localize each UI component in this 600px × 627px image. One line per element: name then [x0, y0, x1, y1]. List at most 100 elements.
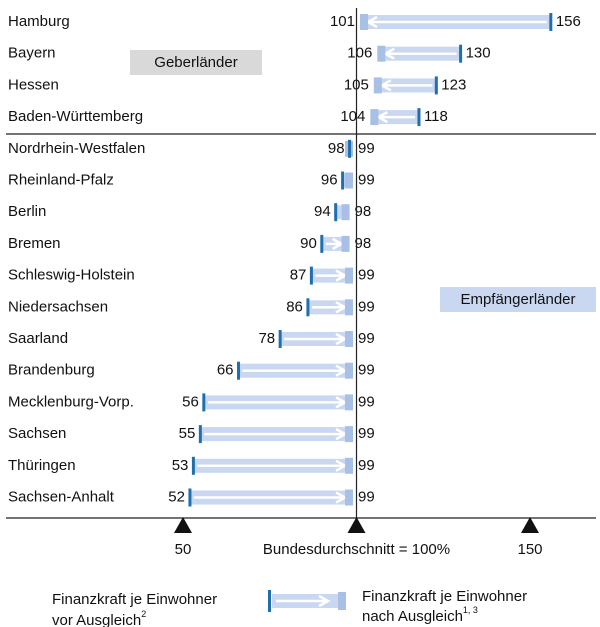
- legend-arrow-head: [318, 594, 331, 608]
- row-label: Berlin: [8, 203, 46, 220]
- x-tick-label: 150: [517, 541, 542, 558]
- after-marker: [345, 299, 354, 316]
- value-label: 99: [358, 362, 375, 379]
- before-marker: [459, 44, 463, 63]
- legend-note: 2: [141, 609, 146, 619]
- after-marker: [377, 45, 386, 62]
- legend-text: vor Ausgleich: [52, 612, 141, 627]
- legend-text: Finanzkraft je Einwohner: [52, 591, 217, 608]
- value-label: 101: [330, 13, 355, 30]
- legend-text: nach Ausgleich1, 3: [362, 605, 478, 625]
- legend-before: [268, 590, 271, 612]
- value-label: 98: [355, 235, 372, 252]
- row-label: Rheinland-Pfalz: [8, 171, 114, 188]
- group-label: Geberländer: [154, 54, 237, 71]
- value-label: 86: [286, 298, 303, 315]
- value-label: 87: [290, 267, 307, 284]
- value-label: 55: [179, 425, 196, 442]
- row-label: Hamburg: [8, 13, 70, 30]
- before-marker: [320, 234, 324, 253]
- value-label: 99: [358, 457, 375, 474]
- after-marker: [341, 204, 350, 221]
- value-label: 78: [258, 330, 275, 347]
- value-label: 99: [358, 140, 375, 157]
- before-marker: [434, 76, 438, 95]
- legend-after: [338, 592, 346, 610]
- value-label: 98: [355, 203, 372, 220]
- row-label: Saarland: [8, 330, 68, 347]
- legend-text: Finanzkraft je Einwohner: [362, 588, 527, 605]
- after-marker: [345, 331, 354, 347]
- before-marker: [417, 108, 421, 127]
- after-marker: [345, 172, 354, 189]
- group-label: Empfängerländer: [460, 291, 575, 308]
- row-label: Nordrhein-Westfalen: [8, 140, 145, 157]
- axis-tick: [347, 517, 366, 533]
- axis-tick: [521, 517, 539, 533]
- before-marker: [334, 203, 338, 222]
- after-marker: [345, 362, 354, 379]
- after-marker: [345, 426, 354, 443]
- value-label: 104: [340, 108, 365, 125]
- value-label: 98: [328, 140, 345, 157]
- after-marker: [359, 14, 368, 30]
- before-marker: [309, 266, 313, 285]
- value-label: 66: [217, 362, 234, 379]
- after-marker: [345, 267, 354, 284]
- after-marker: [373, 77, 382, 94]
- after-marker: [345, 489, 354, 506]
- row-label: Sachsen-Anhalt: [8, 488, 115, 505]
- legend-note: 1, 3: [463, 605, 478, 615]
- before-marker: [341, 171, 345, 190]
- before-marker: [191, 456, 195, 475]
- row-label: Sachsen: [8, 425, 66, 442]
- group-box: [440, 287, 596, 312]
- value-label: 130: [466, 45, 491, 62]
- value-label: 94: [314, 203, 331, 220]
- before-marker: [549, 13, 553, 31]
- value-label: 99: [358, 330, 375, 347]
- row-label: Brandenburg: [8, 362, 95, 379]
- value-label: 52: [168, 488, 185, 505]
- group-box: [130, 50, 262, 75]
- value-label: 90: [300, 235, 317, 252]
- value-label: 106: [347, 45, 372, 62]
- after-marker: [370, 109, 379, 126]
- axis-tick: [174, 517, 192, 533]
- before-marker: [348, 139, 352, 158]
- row-label: Hessen: [8, 76, 59, 93]
- after-marker: [341, 235, 350, 252]
- before-marker: [306, 298, 310, 317]
- x-tick-label: Bundesdurchschnitt = 100%: [263, 541, 450, 558]
- value-label: 99: [358, 171, 375, 188]
- row-label: Niedersachsen: [8, 298, 108, 315]
- value-label: 56: [182, 393, 199, 410]
- value-label: 123: [441, 76, 466, 93]
- before-marker: [198, 425, 202, 444]
- legend-text: nach Ausgleich: [362, 608, 463, 625]
- row-label: Thüringen: [8, 457, 76, 474]
- legend-text: vor Ausgleich2: [52, 609, 146, 627]
- value-label: 156: [556, 13, 581, 30]
- row-label: Schleswig-Holstein: [8, 267, 135, 284]
- value-label: 96: [321, 171, 338, 188]
- before-marker: [278, 330, 282, 348]
- value-label: 99: [358, 425, 375, 442]
- value-label: 53: [172, 457, 189, 474]
- value-label: 99: [358, 488, 375, 505]
- before-marker: [237, 361, 241, 380]
- value-label: 118: [424, 108, 448, 125]
- x-tick-label: 50: [175, 541, 192, 558]
- row-label: Mecklenburg-Vorp.: [8, 393, 134, 410]
- value-label: 99: [358, 267, 375, 284]
- value-label: 99: [358, 298, 375, 315]
- before-marker: [202, 393, 206, 412]
- row-label: Bayern: [8, 45, 56, 62]
- row-label: Bremen: [8, 235, 61, 252]
- row-label: Baden-Württemberg: [8, 108, 143, 125]
- after-marker: [345, 394, 354, 411]
- after-marker: [345, 457, 354, 474]
- value-label: 99: [358, 393, 375, 410]
- before-marker: [188, 488, 192, 507]
